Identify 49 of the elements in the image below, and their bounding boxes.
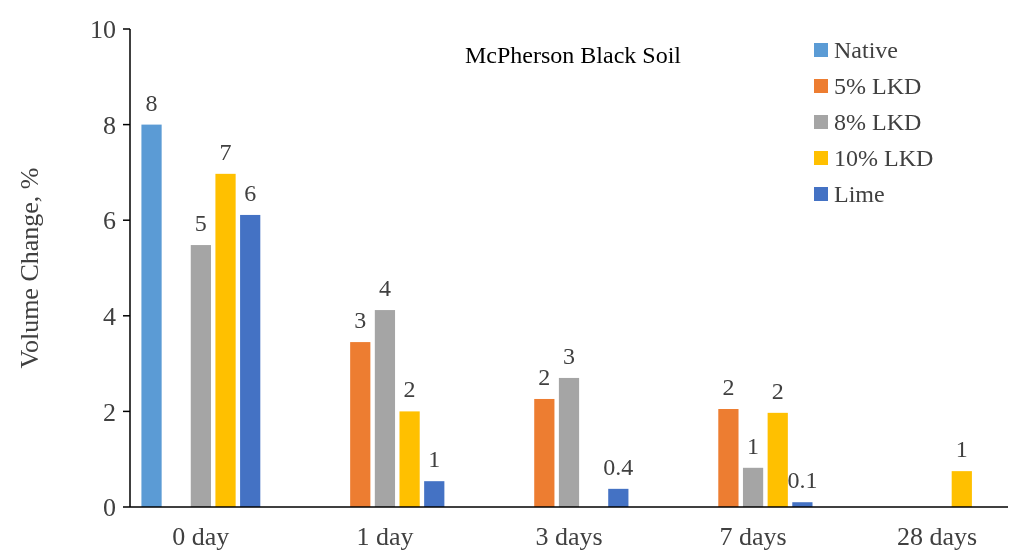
bar: [767, 412, 788, 507]
legend-label: 10% LKD: [834, 145, 934, 172]
bar: [424, 481, 445, 507]
data-label: 0.4: [603, 453, 634, 480]
data-label: 5: [194, 210, 207, 237]
x-tick-label: 3 days: [535, 522, 603, 551]
x-tick-label: 28 days: [897, 522, 978, 551]
data-label: 8: [145, 89, 158, 116]
bar: [141, 124, 162, 507]
data-label: 2: [771, 377, 784, 404]
data-label: 4: [378, 275, 391, 302]
data-label: 1: [747, 432, 760, 459]
legend-label: Native: [834, 37, 898, 64]
data-label: 6: [244, 179, 257, 206]
x-tick-label: 7 days: [719, 522, 787, 551]
bar: [215, 173, 236, 507]
y-tick-label: 10: [90, 15, 116, 45]
bar: [718, 409, 739, 507]
bar: [534, 398, 555, 507]
y-tick-label: 0: [103, 493, 116, 523]
bar: [608, 488, 629, 507]
data-label: 3: [354, 307, 367, 334]
data-label: 1: [955, 436, 968, 463]
data-label: 1: [428, 446, 441, 473]
bar: [399, 411, 420, 507]
data-label: 2: [722, 374, 735, 401]
text: McPherson Black Soil: [465, 42, 682, 68]
y-tick-label: 4: [103, 301, 116, 331]
bar: [951, 471, 972, 507]
y-axis-title: Volume Change, %: [15, 167, 44, 369]
legend-label: 8% LKD: [834, 109, 922, 136]
data-label: 2: [538, 363, 551, 390]
data-label: 2: [403, 376, 416, 403]
y-tick-label: 8: [103, 110, 116, 140]
y-tick-label: 6: [103, 206, 116, 236]
bar: [240, 214, 261, 507]
bar: [558, 377, 580, 507]
x-tick-label: 1 day: [356, 522, 414, 551]
bar: [190, 245, 211, 507]
bar: [374, 310, 396, 507]
legend-label: Lime: [834, 181, 885, 208]
data-label: 3: [563, 342, 575, 369]
bar: [742, 467, 764, 507]
data-label: 7: [219, 138, 232, 165]
bar: [350, 342, 371, 507]
y-tick-label: 2: [103, 397, 116, 427]
x-tick-label: 0 day: [172, 522, 230, 551]
legend-label: 5% LKD: [834, 73, 922, 100]
data-label: 0.1: [787, 467, 818, 494]
